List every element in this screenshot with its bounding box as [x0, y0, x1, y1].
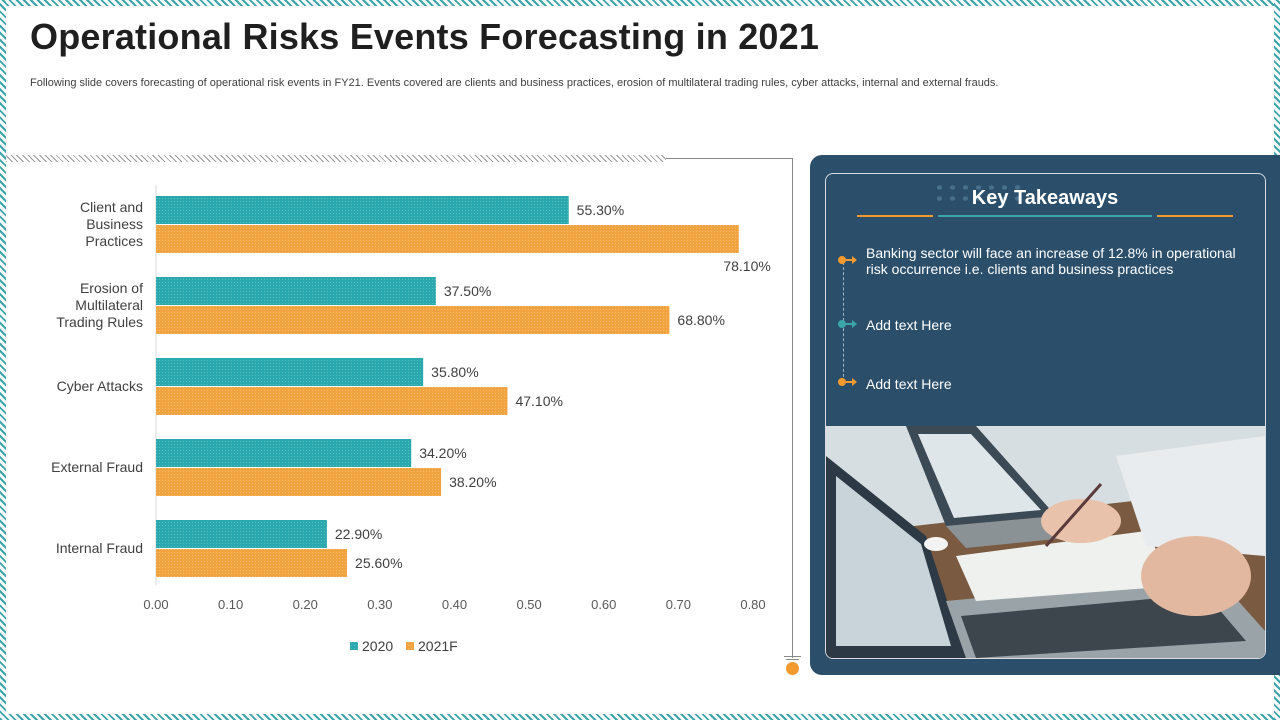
bar-2020 — [156, 277, 436, 305]
category-label: Cyber Attacks — [57, 378, 143, 394]
data-label: 35.80% — [431, 364, 478, 380]
x-tick-label: 0.50 — [516, 597, 541, 612]
title-rule-right — [1157, 215, 1233, 217]
takeaways-card — [825, 173, 1266, 659]
title-rule-left — [857, 215, 933, 217]
connector-base — [786, 659, 799, 660]
bar-2021f — [156, 387, 508, 415]
connector-dot — [786, 662, 799, 675]
data-label: 47.10% — [515, 393, 562, 409]
bar-2020 — [156, 520, 327, 548]
takeaway-item: Add text Here — [866, 317, 952, 333]
takeaways-title: Key Takeaways — [971, 187, 1119, 209]
data-label: 25.60% — [355, 555, 402, 571]
data-label: 37.50% — [444, 283, 491, 299]
bar-2021f — [156, 549, 348, 577]
data-label: 38.20% — [449, 474, 496, 490]
connector-line — [666, 158, 793, 159]
x-tick-label: 0.60 — [591, 597, 616, 612]
category-label: Multilateral — [75, 297, 143, 313]
category-label: External Fraud — [51, 459, 143, 475]
category-label: Practices — [85, 233, 143, 249]
x-tick-label: 0.10 — [218, 597, 243, 612]
bullet-arrow-icon — [838, 256, 858, 264]
data-label: 78.10% — [723, 258, 770, 274]
hatch-divider — [6, 155, 666, 162]
border-bottom — [0, 714, 1280, 720]
data-label: 34.20% — [419, 445, 466, 461]
x-tick-label: 0.70 — [666, 597, 691, 612]
data-label: 55.30% — [577, 202, 624, 218]
bar-2020 — [156, 196, 569, 224]
bar-2021f — [156, 468, 442, 496]
business-meeting-photo — [826, 426, 1265, 658]
data-label: 68.80% — [677, 312, 724, 328]
category-label: Trading Rules — [56, 314, 143, 330]
bullet-arrow-icon — [838, 378, 858, 386]
x-tick-label: 0.80 — [740, 597, 765, 612]
border-top — [0, 0, 1280, 6]
legend-swatch — [406, 642, 414, 650]
x-tick-label: 0.20 — [293, 597, 318, 612]
category-label: Business — [86, 216, 143, 232]
bar-2021f — [156, 306, 670, 334]
takeaway-item: Banking sector will face an increase of … — [866, 245, 1236, 277]
legend-label: 2020 — [362, 638, 393, 654]
category-label: Client and — [80, 199, 143, 215]
page-title: Operational Risks Events Forecasting in … — [30, 16, 820, 57]
x-tick-label: 0.30 — [367, 597, 392, 612]
connector-base — [784, 656, 801, 657]
x-tick-label: 0.00 — [143, 597, 168, 612]
title-rule-center — [938, 215, 1152, 217]
page-subtitle: Following slide covers forecasting of op… — [30, 77, 999, 89]
data-label: 22.90% — [335, 526, 382, 542]
bar-2020 — [156, 439, 412, 467]
bullet-arrow-icon — [838, 320, 858, 328]
bar-2020 — [156, 358, 424, 386]
connector-line-vertical — [792, 158, 793, 658]
bar-2021f — [156, 225, 739, 253]
takeaway-item: Add text Here — [866, 376, 952, 392]
category-label: Internal Fraud — [56, 540, 143, 556]
dot-grid-decoration — [933, 182, 1023, 204]
legend-label: 2021F — [418, 638, 458, 654]
category-label: Erosion of — [80, 280, 143, 296]
x-tick-label: 0.40 — [442, 597, 467, 612]
legend-swatch — [350, 642, 358, 650]
border-left — [0, 0, 6, 720]
